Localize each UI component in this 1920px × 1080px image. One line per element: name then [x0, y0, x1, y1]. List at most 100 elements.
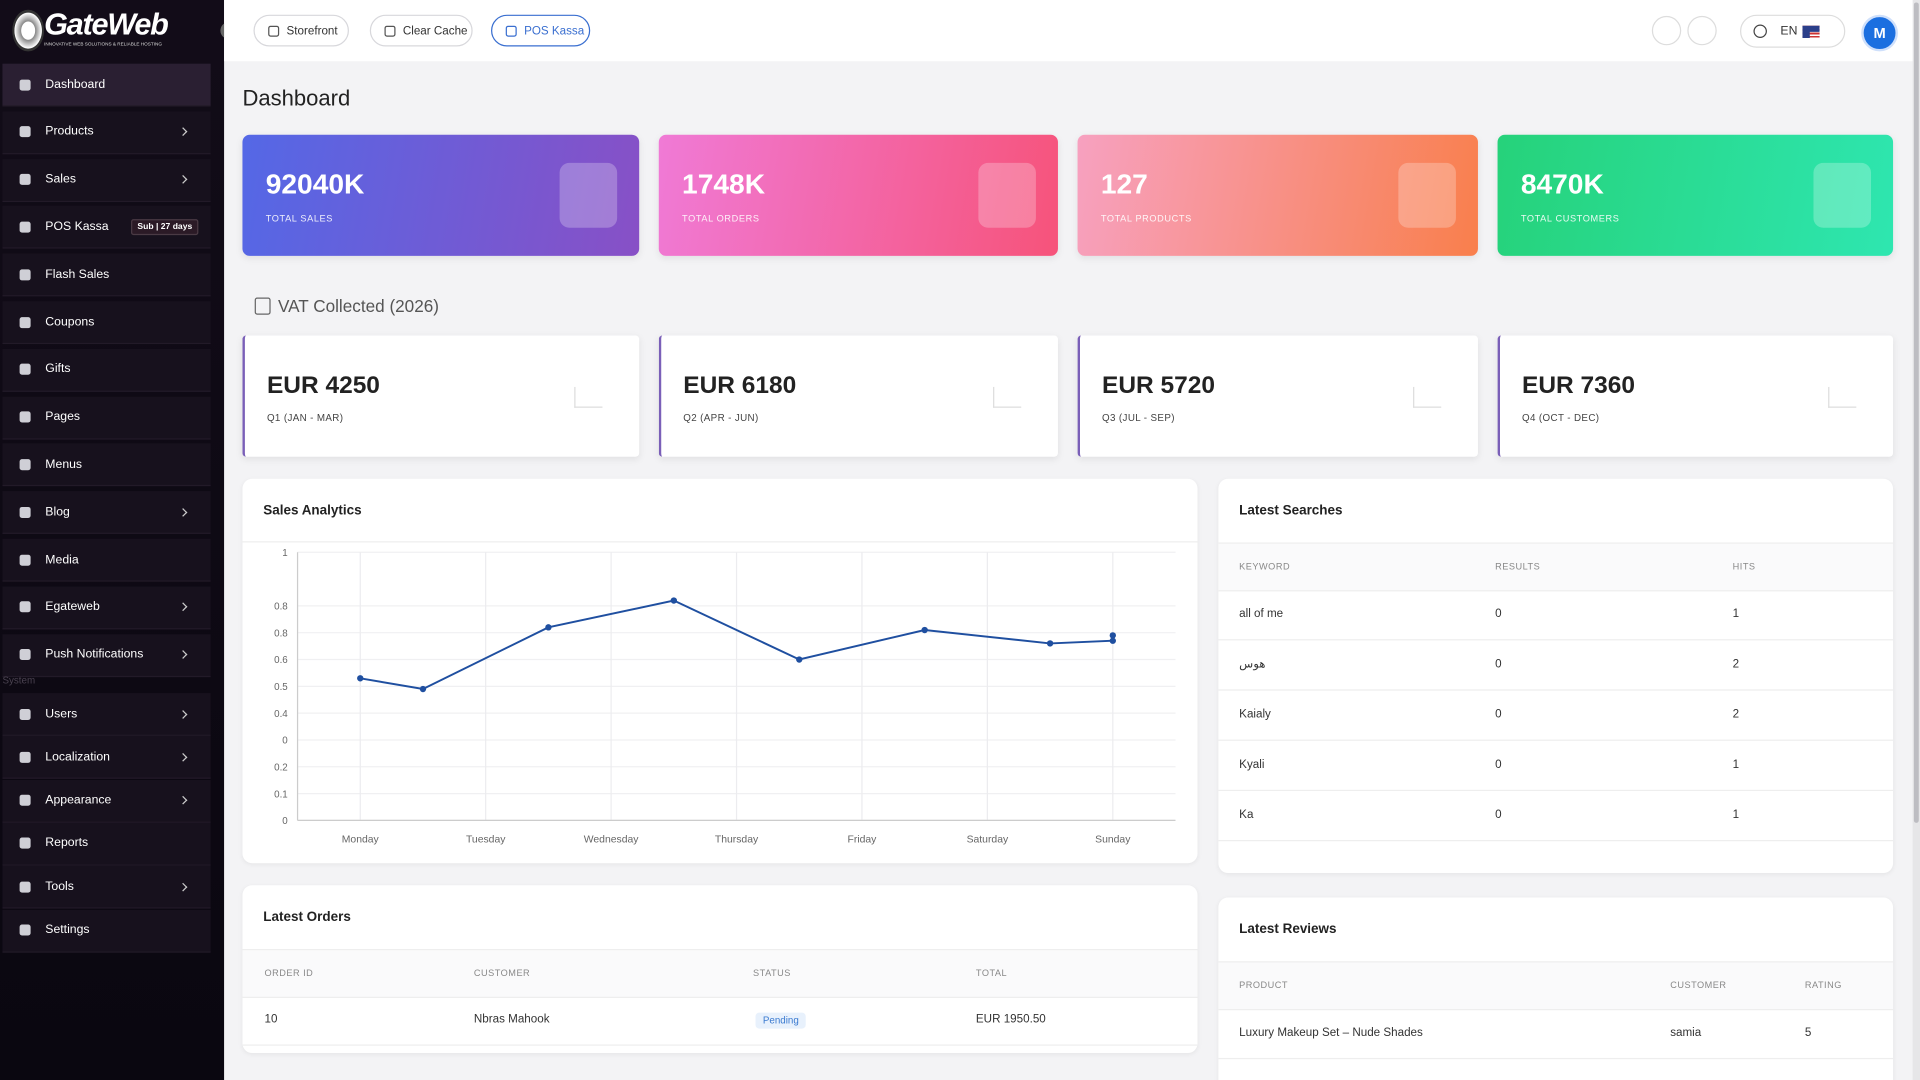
nav-item[interactable]: Tools [2, 865, 211, 909]
chevron [178, 127, 188, 137]
flag [1802, 25, 1820, 38]
nav-icon [19, 601, 31, 613]
nav-label: Dashboard [45, 77, 106, 92]
language-switch[interactable]: EN [1740, 14, 1846, 48]
latest-orders-panel: Latest Orders ORDER ID CUSTOMER STATUS TOTAL… [242, 885, 1198, 1054]
vat-card: EUR 6180 Q2 (APR - JUN) [658, 335, 1058, 457]
nav-label: Push Notifications [45, 647, 144, 662]
cell: 2 [1732, 656, 1740, 671]
x-tick-label: Wednesday [584, 834, 639, 845]
panel-title: Sales Analytics [263, 503, 362, 518]
nav-label: Pages [45, 410, 81, 424]
nav-item[interactable]: Flash Sales [2, 253, 211, 297]
y-tick-label: 0.4 [274, 709, 288, 720]
nav-item[interactable]: Menus [2, 443, 211, 487]
nav-item[interactable]: Push Notifications [2, 633, 211, 677]
point [1109, 637, 1116, 644]
y-tick-label: 1 [282, 548, 287, 559]
trend-icon [993, 386, 1022, 408]
logo-tagline: INNOVATIVE WEB SOLUTIONS & RELIABLE HOST… [44, 41, 162, 47]
nav-label: Sales [45, 172, 76, 187]
vat-icon [254, 297, 271, 315]
top-button[interactable]: Clear Cache [369, 14, 473, 47]
nav-label: Localization [45, 750, 110, 764]
cell: EUR 1950.50 [975, 1012, 1046, 1027]
chevron [178, 507, 188, 517]
nav-icon [19, 459, 31, 471]
cell: 0 [1495, 606, 1502, 621]
y-tick-label: 0.5 [274, 682, 288, 693]
nav-label: Egateweb [45, 600, 100, 614]
nav-item[interactable]: Coupons [2, 301, 211, 345]
row-divider [1218, 1057, 1894, 1060]
trend-icon [574, 386, 603, 408]
nav-item[interactable]: Products [2, 111, 211, 155]
nav-item[interactable]: Dashboard [2, 63, 211, 107]
nav-item[interactable]: Sales [2, 158, 211, 202]
cell: 1 [1732, 606, 1740, 621]
stat-icon [978, 162, 1036, 228]
y-tick-label: 0.1 [274, 789, 288, 800]
cell: 0 [1495, 807, 1502, 822]
column-header: RATING [1804, 979, 1842, 991]
top-button[interactable]: Storefront [253, 14, 349, 47]
nav-icon [19, 316, 31, 328]
point [419, 685, 427, 693]
nav-item[interactable]: Users [2, 693, 211, 736]
globe [1753, 24, 1767, 38]
nav-item[interactable]: Localization [2, 736, 211, 780]
row-divider [1218, 639, 1894, 641]
avatar[interactable]: M [1861, 14, 1898, 52]
vat-period: Q1 (JAN - MAR) [266, 412, 344, 424]
vat-card: EUR 5720 Q3 (JUL - SEP) [1077, 335, 1478, 457]
trend-icon [1413, 386, 1442, 408]
scroll-thumb[interactable] [1913, 2, 1919, 823]
x-tick-label: Sunday [1095, 834, 1131, 845]
x-tick-label: Friday [848, 834, 878, 845]
trend-icon [1828, 386, 1857, 408]
x-tick-label: Thursday [715, 834, 759, 845]
icon-button[interactable] [1687, 15, 1717, 46]
nav-label: Blog [45, 505, 70, 519]
panel-title: Latest Orders [263, 909, 351, 925]
button-label: POS Kassa [524, 23, 585, 38]
nav-item[interactable]: Appearance [2, 779, 211, 823]
x-tick-label: Monday [342, 834, 380, 845]
column-header: CUSTOMER [473, 967, 531, 979]
nav-icon [19, 649, 31, 661]
nav-item[interactable]: Gifts [2, 348, 211, 392]
nav-item[interactable]: Media [2, 538, 211, 582]
nav-icon [19, 78, 31, 91]
nav-item[interactable]: Reports [2, 822, 211, 866]
nav-icon [19, 708, 31, 720]
divider [242, 541, 1198, 543]
nav-icon [19, 924, 31, 936]
nav-label: Appearance [45, 793, 112, 808]
nav-item[interactable]: Blog [2, 491, 211, 535]
nav-item[interactable]: POS Kassa Sub | 27 days [2, 206, 211, 250]
nav-icon [19, 506, 31, 518]
button-label: Storefront [286, 23, 338, 38]
cell: 0 [1495, 656, 1502, 671]
button-icon [384, 25, 396, 37]
button-label: Clear Cache [402, 23, 468, 38]
nav-item[interactable]: Settings [2, 909, 211, 953]
stat-card: 1748K TOTAL ORDERS [658, 134, 1058, 256]
stat-icon [1398, 162, 1456, 228]
column-header: STATUS [753, 967, 791, 979]
column-header: HITS [1732, 560, 1756, 572]
nav-icon [19, 269, 31, 281]
nav-item[interactable]: Pages [2, 396, 211, 440]
column-header: ORDER ID [264, 967, 314, 979]
nav-item[interactable]: Egateweb [2, 586, 211, 630]
latest-reviews-panel: Latest Reviews PRODUCT CUSTOMER RATING Luxur… [1218, 897, 1894, 1080]
vat-card: EUR 7360 Q4 (OCT - DEC) [1497, 335, 1894, 457]
icon-button[interactable] [1651, 15, 1682, 46]
x-tick-label: Tuesday [466, 834, 506, 845]
vat-amount: EUR 6180 [683, 372, 797, 400]
top-button[interactable]: POS Kassa [491, 14, 591, 47]
nav-badge: Sub | 27 days [131, 219, 199, 235]
stat-card: 8470K TOTAL CUSTOMERS [1497, 134, 1894, 256]
